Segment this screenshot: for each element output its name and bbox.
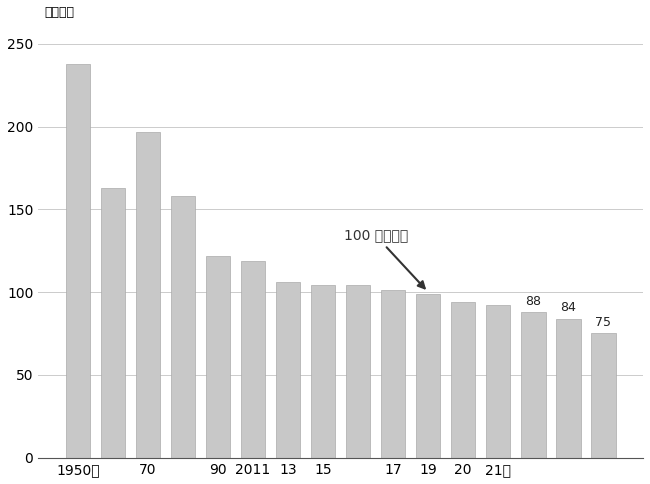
Text: 100 万人割れ: 100 万人割れ <box>343 228 424 288</box>
Bar <box>206 256 230 457</box>
Bar <box>240 261 265 457</box>
Bar <box>276 282 300 457</box>
Bar <box>521 312 545 457</box>
Bar <box>101 188 125 457</box>
Bar <box>486 305 510 457</box>
Bar <box>346 286 370 457</box>
Bar <box>591 333 616 457</box>
Bar <box>136 132 161 457</box>
Bar <box>416 294 441 457</box>
Bar <box>381 290 406 457</box>
Text: 75: 75 <box>595 317 611 329</box>
Text: 88: 88 <box>525 295 541 308</box>
Text: 84: 84 <box>560 302 576 315</box>
Bar <box>451 302 475 457</box>
Text: （万人）: （万人） <box>44 6 74 19</box>
Bar <box>556 318 580 457</box>
Bar <box>66 64 90 457</box>
Bar <box>171 196 195 457</box>
Bar <box>311 286 335 457</box>
